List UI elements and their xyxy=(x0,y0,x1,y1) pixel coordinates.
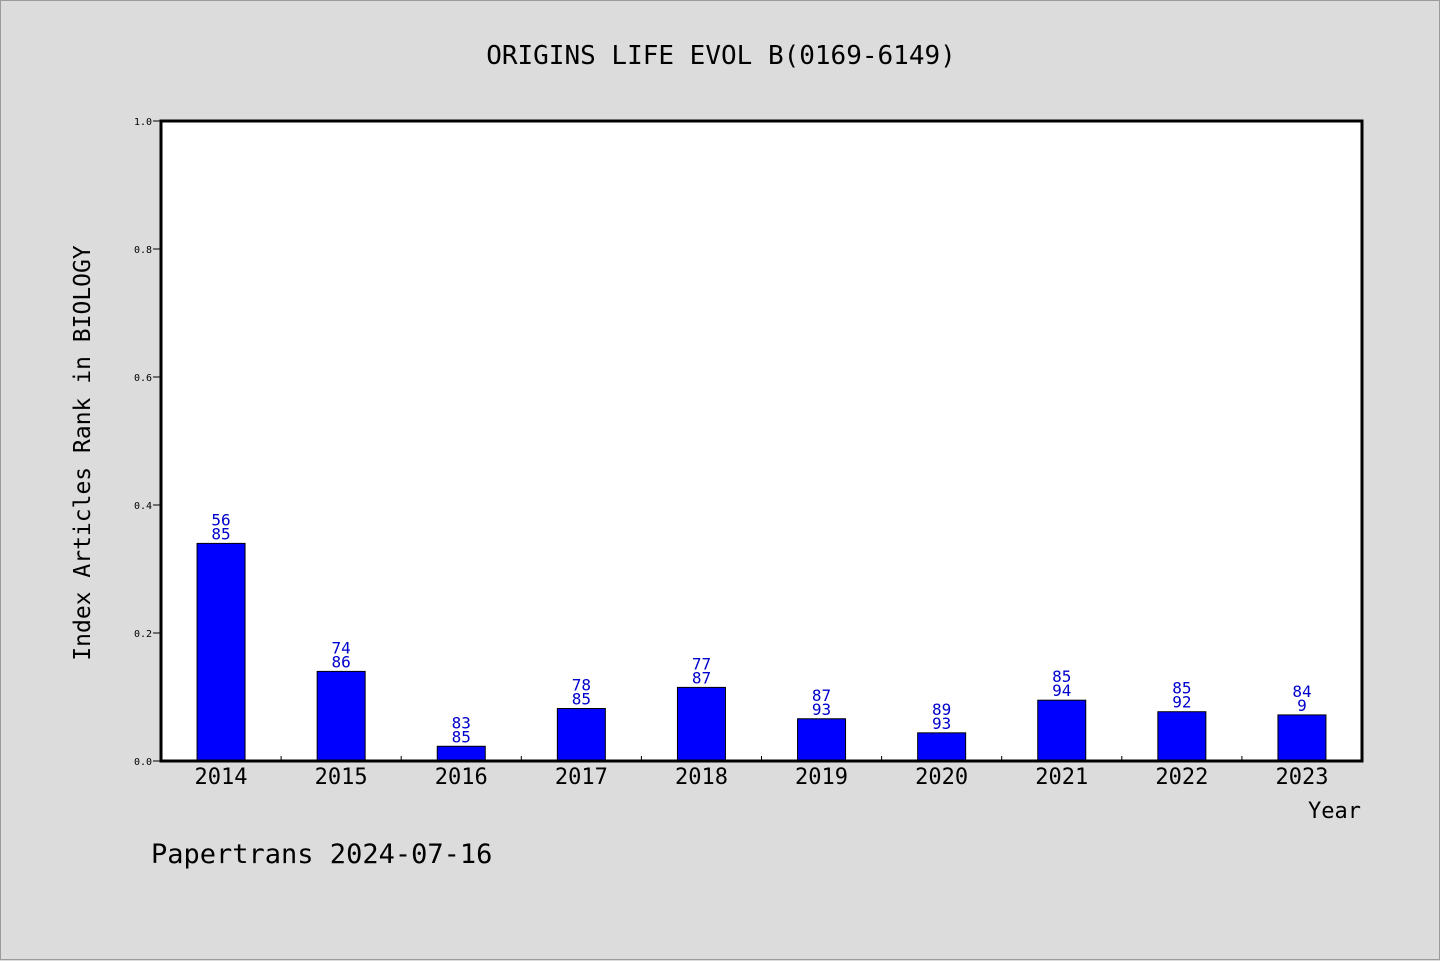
y-tick-label: 1.0 xyxy=(134,117,152,128)
bar-2016 xyxy=(436,745,486,762)
bar-value-label: 85 xyxy=(1052,667,1071,686)
y-axis: 0.0 0.2 0.4 0.6 0.8 1.0 xyxy=(134,117,161,768)
x-tick-label: 2023 xyxy=(1275,765,1328,790)
bar-value-label: 85 xyxy=(452,727,471,746)
bar-2017 xyxy=(556,708,606,762)
x-axis: 2014 2015 2016 2017 2018 2019 2020 2021 2022 2023 xyxy=(195,756,1328,790)
bar-value-label: 93 xyxy=(812,700,831,719)
x-tick-label: 2018 xyxy=(675,765,728,790)
x-tick-label: 2016 xyxy=(435,765,488,790)
x-tick-label: 2017 xyxy=(555,765,608,790)
chart-title: ORIGINS LIFE EVOL B(0169-6149) xyxy=(486,41,956,71)
footer-credit: Papertrans 2024-07-16 xyxy=(151,839,492,870)
bar-value-label: 9 xyxy=(1297,696,1307,715)
bar-2020 xyxy=(917,732,967,762)
bar-value-label: 86 xyxy=(332,652,351,671)
bar-2019 xyxy=(797,718,847,762)
bar-value-label: 87 xyxy=(812,686,831,705)
y-tick-label: 0.8 xyxy=(134,245,152,256)
x-tick-label: 2022 xyxy=(1155,765,1208,790)
x-axis-label: Year xyxy=(1308,799,1361,824)
bar-value-label: 94 xyxy=(1052,681,1071,700)
bar-2022 xyxy=(1157,711,1207,762)
y-tick-label: 0.2 xyxy=(134,629,152,640)
bar-value-label: 85 xyxy=(211,524,230,543)
y-tick-label: 0.0 xyxy=(134,757,152,768)
bar-value-label: 74 xyxy=(332,638,351,657)
x-tick-label: 2020 xyxy=(915,765,968,790)
y-tick-label: 0.6 xyxy=(134,373,152,384)
bar-2021 xyxy=(1037,699,1087,762)
bar-value-label: 89 xyxy=(932,700,951,719)
bars-group xyxy=(196,542,1327,762)
bar-value-label: 85 xyxy=(1172,679,1191,698)
bar-2014 xyxy=(196,542,246,762)
x-tick-label: 2021 xyxy=(1035,765,1088,790)
bar-2018 xyxy=(676,686,726,762)
bar-value-label: 92 xyxy=(1172,693,1191,712)
y-axis-label: Index Articles Rank in BIOLOGY xyxy=(70,245,96,661)
x-tick-label: 2014 xyxy=(195,765,248,790)
bar-2023 xyxy=(1277,714,1327,762)
x-tick-label: 2015 xyxy=(315,765,368,790)
x-tick-label: 2019 xyxy=(795,765,848,790)
bar-value-label: 77 xyxy=(692,654,711,673)
bar-value-label: 84 xyxy=(1292,682,1311,701)
bar-2015 xyxy=(316,670,366,762)
bar-value-label: 87 xyxy=(692,668,711,687)
y-tick-label: 0.4 xyxy=(134,501,152,512)
bar-value-label: 56 xyxy=(211,510,230,529)
plot-area xyxy=(161,121,1362,761)
bar-value-label: 85 xyxy=(572,690,591,709)
bar-value-label: 78 xyxy=(572,676,591,695)
bar-value-label: 93 xyxy=(932,714,951,733)
bar-value-label: 83 xyxy=(452,713,471,732)
